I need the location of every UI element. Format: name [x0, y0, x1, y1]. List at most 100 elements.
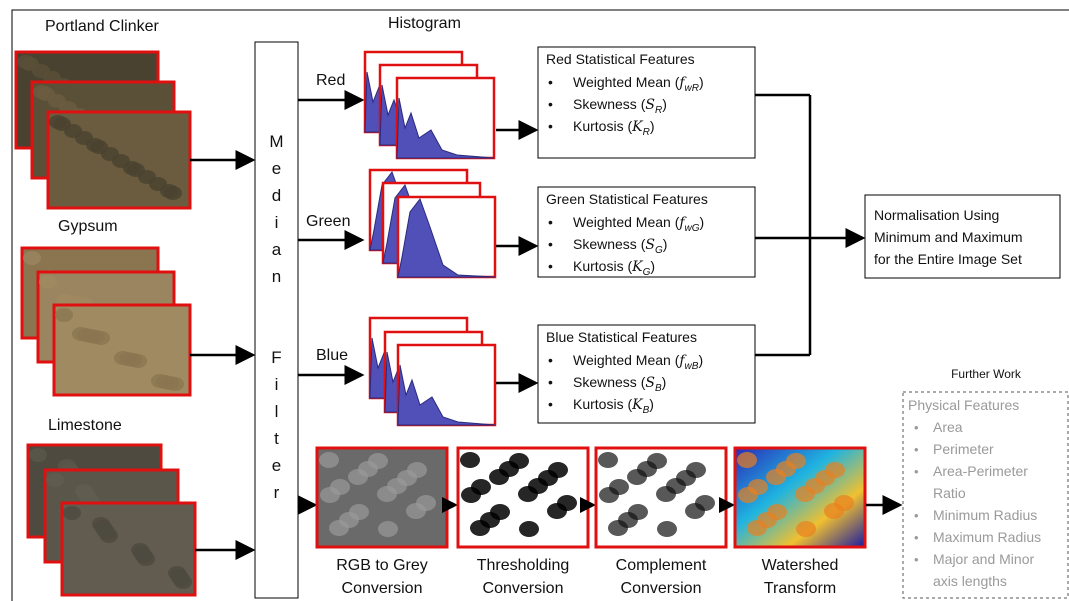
feature-subscript: G — [655, 245, 663, 256]
particle — [39, 275, 57, 289]
feature-box-title: Red Statistical Features — [546, 51, 695, 67]
step-label: Watershed — [762, 557, 839, 574]
particle — [21, 57, 39, 71]
feature-suffix: ) — [699, 74, 704, 90]
particle — [37, 87, 55, 101]
feature-suffix: ) — [650, 118, 655, 134]
blob — [509, 453, 529, 469]
particle — [164, 186, 182, 200]
blob — [319, 452, 339, 468]
particle — [72, 327, 90, 341]
feature-item: Skewness (SG) — [573, 236, 667, 256]
feature-item: Kurtosis (KG) — [573, 258, 655, 278]
bullet: • — [548, 374, 553, 390]
feature-subscript: R — [643, 127, 650, 138]
particle — [53, 117, 71, 131]
histogram-title: Histogram — [388, 15, 461, 32]
blob — [737, 452, 757, 468]
channel-label: Green — [306, 213, 350, 230]
particle — [55, 308, 73, 322]
particle — [131, 543, 149, 557]
blob — [416, 495, 436, 511]
feature-label: Skewness ( — [573, 236, 646, 252]
bullet: • — [548, 396, 553, 412]
blob — [609, 479, 629, 495]
blob — [686, 462, 706, 478]
particle — [46, 473, 64, 487]
feature-subscript: G — [643, 267, 651, 278]
further-work-heading: Physical Features — [908, 397, 1019, 413]
feature-suffix: ) — [700, 214, 705, 230]
blob — [460, 452, 480, 468]
blob — [471, 479, 491, 495]
feature-box-title: Blue Statistical Features — [546, 329, 697, 345]
histogram-shape — [397, 364, 496, 426]
particle — [63, 506, 81, 520]
feature-label: Kurtosis ( — [573, 258, 632, 274]
blob — [330, 479, 350, 495]
blob — [548, 462, 568, 478]
feature-box-title: Green Statistical Features — [546, 191, 708, 207]
particle — [29, 448, 47, 462]
particle — [92, 517, 110, 531]
blob — [628, 504, 648, 520]
blob — [825, 462, 845, 478]
feature-suffix: ) — [649, 396, 654, 412]
step-label: Conversion — [342, 580, 423, 597]
median-filter-label: Median Filter — [267, 132, 286, 510]
blob — [647, 453, 667, 469]
input-label: Limestone — [48, 417, 122, 434]
feature-suffix: ) — [663, 236, 668, 252]
feature-subscript: B — [643, 405, 650, 416]
feature-item: Kurtosis (KB) — [573, 396, 654, 416]
feature-item: Weighted Mean (fwR) — [573, 74, 704, 94]
blob — [796, 521, 816, 537]
blob — [368, 453, 388, 469]
bullet: • — [548, 74, 553, 90]
median-filter-box — [254, 41, 299, 599]
feature-label: Kurtosis ( — [573, 396, 632, 412]
step-label: Conversion — [621, 580, 702, 597]
bullet: • — [914, 552, 919, 567]
input-label: Gypsum — [58, 218, 118, 235]
feature-label: Skewness ( — [573, 374, 646, 390]
normalisation-text: Normalisation Using — [874, 207, 999, 223]
bullet: • — [548, 118, 553, 134]
feature-box — [537, 46, 756, 159]
bullet: • — [548, 96, 553, 112]
channel-label: Red — [316, 72, 345, 89]
step-label: Conversion — [483, 580, 564, 597]
feature-item: Kurtosis (KR) — [573, 118, 655, 138]
feature-suffix: ) — [650, 258, 655, 274]
bullet: • — [548, 258, 553, 274]
feature-symbol: S — [645, 237, 655, 253]
further-work-item: Ratio — [933, 485, 966, 501]
feature-symbol: K — [631, 259, 644, 275]
particle — [23, 251, 41, 265]
blob — [490, 504, 510, 520]
bullet: • — [548, 214, 553, 230]
normalisation-text: for the Entire Image Set — [874, 251, 1022, 267]
feature-item: Weighted Mean (fwB) — [573, 352, 703, 372]
blob — [786, 453, 806, 469]
step-label: Thresholding — [477, 557, 570, 574]
blob — [834, 495, 854, 511]
feature-symbol: f — [678, 215, 687, 231]
feature-suffix: ) — [662, 96, 667, 112]
further-work-item: Perimeter — [933, 441, 994, 457]
feature-item: Skewness (SR) — [573, 96, 667, 116]
step-label: Complement — [616, 557, 707, 574]
feature-suffix: ) — [698, 352, 703, 368]
step-label: RGB to Grey — [336, 557, 428, 574]
feature-item: Weighted Mean (fwG) — [573, 214, 704, 234]
feature-subscript: wG — [685, 223, 700, 234]
feature-label: Skewness ( — [573, 96, 646, 112]
blob — [519, 521, 539, 537]
blob — [657, 521, 677, 537]
bullet: • — [914, 530, 919, 545]
further-work-title: Further Work — [951, 367, 1022, 381]
further-work-item: Area — [933, 419, 963, 435]
bullet: • — [914, 508, 919, 523]
